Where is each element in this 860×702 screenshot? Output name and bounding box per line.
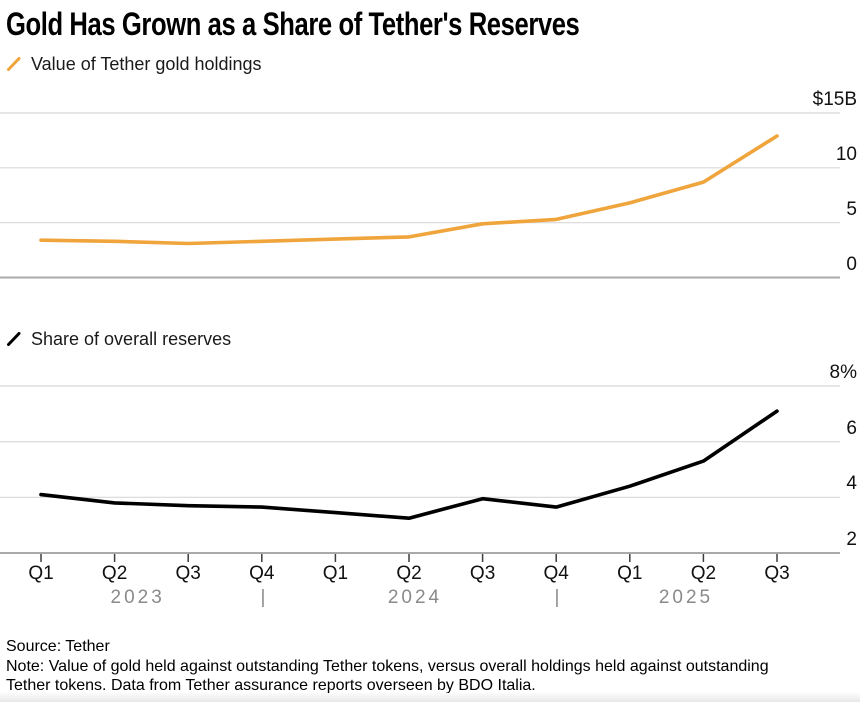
- source-line: Source: Tether: [6, 638, 110, 655]
- legend-gold-value-label: Value of Tether gold holdings: [31, 53, 262, 74]
- page-title: Gold Has Grown as a Share of Tether's Re…: [6, 6, 723, 43]
- y-axis-label: 5: [846, 198, 857, 220]
- tether-gold-holdings-value-plot: [0, 112, 840, 279]
- year-separator: |: [554, 587, 560, 608]
- legend-share-of-reserves: Share of overall reserves: [6, 329, 231, 349]
- chart-footnote: Source: Tether Note: Value of gold held …: [6, 637, 854, 696]
- share-line-legend-icon: [7, 332, 21, 346]
- x-axis-quarter-label: Q3: [175, 563, 201, 584]
- x-axis-year-label: 2023: [110, 587, 165, 608]
- x-axis-year-label: 2025: [658, 587, 714, 608]
- legend-share-of-reserves-label: Share of overall reserves: [31, 328, 232, 349]
- x-axis-quarter-label: Q1: [28, 563, 54, 584]
- tether-gold-holdings-value-line: [39, 134, 779, 246]
- y-axis-label: 2: [846, 529, 857, 550]
- gold-value-chart: [0, 85, 860, 290]
- gold-share-of-reserves-line: [39, 409, 779, 521]
- note-line-1: Note: Value of gold held against outstan…: [6, 657, 769, 675]
- legend-gold-value: Value of Tether gold holdings: [6, 54, 262, 74]
- x-axis-quarter-label: Q3: [469, 563, 496, 584]
- x-axis-quarter-label: Q1: [322, 563, 349, 584]
- x-axis-quarter-label: Q4: [249, 563, 275, 584]
- x-axis-quarter-label: Q1: [617, 563, 643, 584]
- x-axis-quarter-label: Q2: [396, 563, 422, 584]
- x-axis-quarter-label: Q4: [543, 563, 569, 584]
- share-of-reserves-chart: [0, 355, 860, 565]
- y-axis-label: 6: [846, 417, 857, 439]
- y-axis-label: 0: [846, 253, 857, 275]
- year-separator: |: [260, 587, 266, 608]
- x-axis-year-label: 2024: [387, 587, 443, 608]
- y-axis-label: 8%: [829, 362, 857, 383]
- window-bottom-edge: [0, 693, 860, 702]
- x-axis-quarter-label: Q3: [764, 563, 790, 584]
- page-title-text: Gold Has Grown as a Share of Tether's Re…: [6, 6, 580, 42]
- y-axis-label: $15B: [812, 89, 857, 110]
- y-axis-label: 10: [835, 143, 857, 165]
- x-axis-quarter-label: Q2: [690, 563, 717, 584]
- gold-share-of-reserves-plot: [0, 385, 840, 562]
- x-axis-quarter-label: Q2: [101, 563, 128, 584]
- note-line-2: Tether tokens. Data from Tether assuranc…: [6, 677, 536, 694]
- gold-line-legend-icon: [7, 57, 21, 71]
- y-axis-label: 4: [846, 473, 857, 495]
